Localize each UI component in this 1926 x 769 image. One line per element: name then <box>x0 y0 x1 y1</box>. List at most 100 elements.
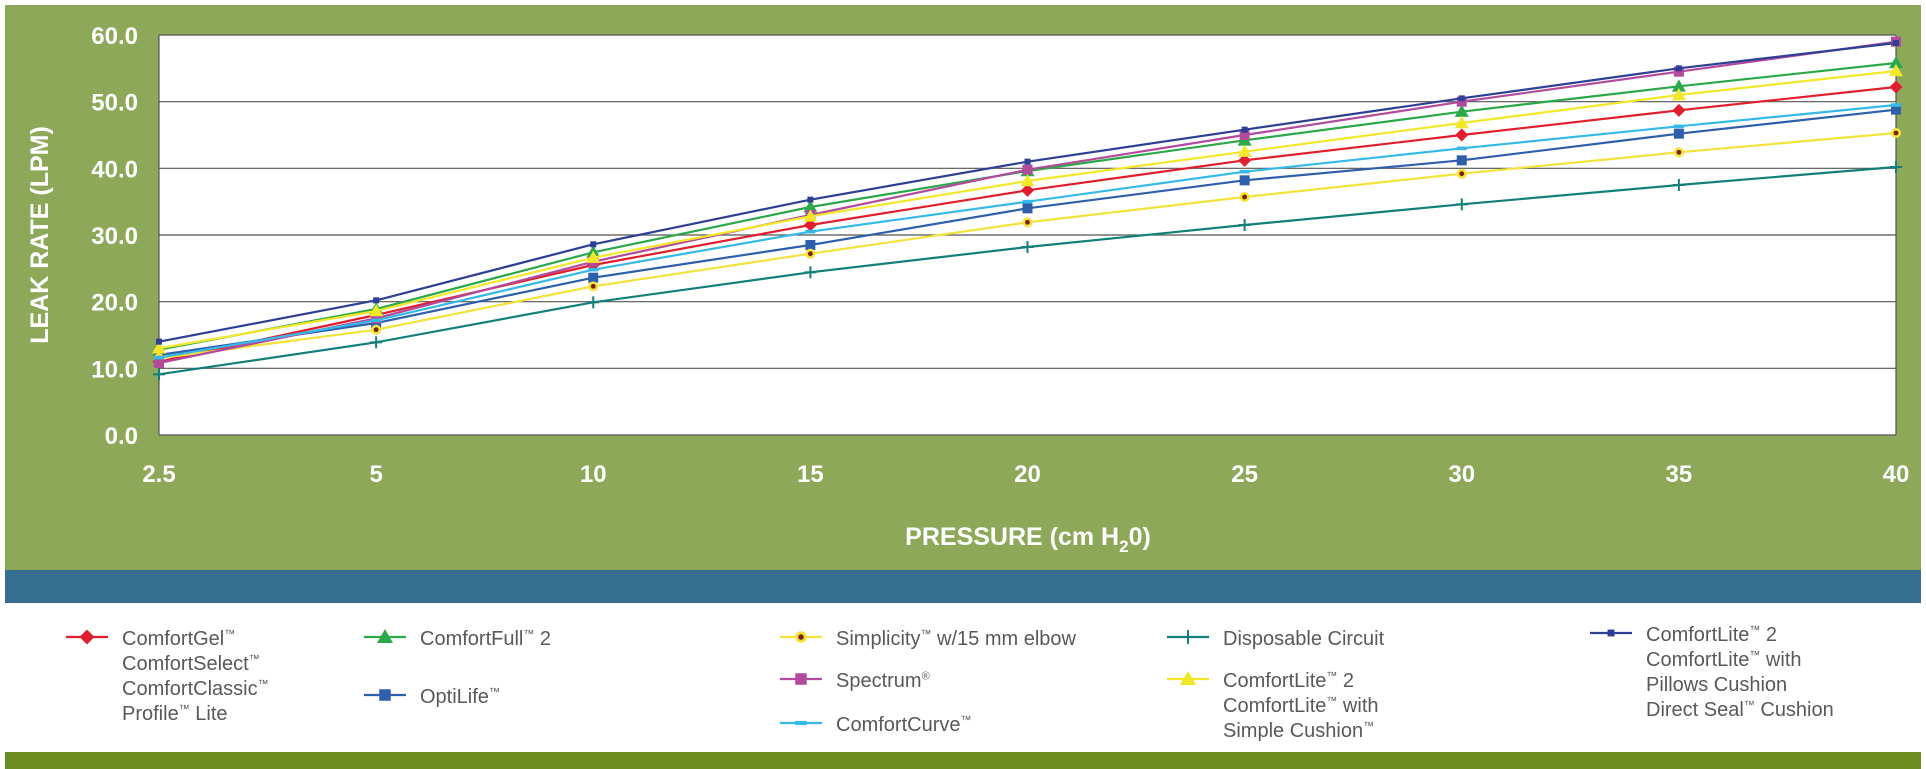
data-point <box>1238 153 1252 167</box>
data-point <box>156 338 162 345</box>
trademark-mark: ™ <box>248 653 260 666</box>
series-lines <box>152 36 1903 381</box>
y-tick-label: 0.0 <box>105 423 138 450</box>
data-point <box>370 336 383 349</box>
legend-text: w/15 mm elbow <box>931 628 1076 650</box>
data-point <box>1022 217 1033 228</box>
legend-text: with <box>1337 695 1379 717</box>
data-point <box>1022 199 1033 204</box>
x-tick-label: 20 <box>1014 461 1041 488</box>
data-point <box>1889 64 1903 77</box>
legend: ComfortGel™ ComfortSelect™ ComfortClassic™… <box>0 603 1926 752</box>
data-point <box>588 267 599 272</box>
data-point <box>1454 116 1469 129</box>
y-tick-label: 60.0 <box>91 23 138 50</box>
legend-swatch <box>1167 670 1209 686</box>
y-tick-label: 30.0 <box>91 223 138 250</box>
legend-swatch <box>1590 629 1632 637</box>
data-point <box>371 313 382 324</box>
trademark-mark: ™ <box>1743 699 1755 712</box>
x-tick-label: 25 <box>1231 461 1258 488</box>
data-point <box>1607 629 1615 637</box>
data-point <box>1237 144 1252 157</box>
data-point <box>379 689 391 701</box>
x-tick-label: 30 <box>1448 461 1475 488</box>
data-point <box>1889 56 1903 69</box>
trademark-mark: ™ <box>1749 649 1761 662</box>
legend-label: ComfortCurve™ <box>836 713 971 738</box>
legend-item-curve: ComfortCurve™ <box>778 713 971 738</box>
legend-label-line: ComfortGel™ <box>122 627 269 652</box>
legend-text: ComfortClassic <box>122 678 258 700</box>
legend-label-line: ComfortLite™ 2 <box>1646 623 1834 648</box>
x-tick-label: 40 <box>1883 461 1910 488</box>
data-point <box>1889 80 1903 94</box>
legend-label-line: ComfortLite™ 2 <box>1223 669 1379 694</box>
x-tick-label: 35 <box>1666 461 1693 488</box>
legend-text: 2 <box>1760 624 1778 646</box>
legend-text: 2 <box>534 628 552 650</box>
legend-item-simplicity: Simplicity™ w/15 mm elbow <box>778 627 1076 652</box>
legend-label-line: ComfortCurve™ <box>836 713 971 738</box>
legend-item-optilife: OptiLife™ <box>362 685 500 710</box>
legend-item-gel: ComfortGel™ ComfortSelect™ ComfortClassic™… <box>64 627 269 727</box>
data-point <box>1673 124 1684 129</box>
data-point <box>1891 104 1901 115</box>
trademark-mark: ™ <box>257 678 269 691</box>
legend-swatch <box>780 673 822 685</box>
data-point <box>1673 147 1684 158</box>
trademark-mark: ™ <box>178 703 190 716</box>
legend-text: Profile <box>122 703 179 725</box>
data-point <box>1454 104 1469 117</box>
legend-text: ComfortCurve <box>836 714 961 736</box>
data-point <box>1239 192 1250 202</box>
data-point <box>586 250 601 263</box>
data-point <box>376 628 394 644</box>
legend-text: Direct Seal <box>1646 699 1744 721</box>
data-point <box>588 281 599 292</box>
legend-item-lite_pillows: ComfortLite™ 2 ComfortLite™ with Pillows C… <box>1588 623 1834 723</box>
legend-label-line: Simple Cushion™ <box>1223 719 1379 744</box>
x-axis-label: PRESSURE (cm H20) <box>905 523 1151 556</box>
legend-label: ComfortLite™ 2 ComfortLite™ with Pillows C… <box>1646 623 1834 723</box>
data-point <box>1455 128 1469 142</box>
legend-label-line: ComfortLite™ with <box>1646 648 1834 673</box>
legend-text: ComfortSelect <box>122 653 249 675</box>
legend-text: Lite <box>189 703 228 725</box>
footer-band <box>5 752 1921 769</box>
x-tick-label: 5 <box>369 461 382 488</box>
series-lite_simple <box>152 64 1903 354</box>
data-point <box>1891 103 1901 107</box>
legend-text: Simplicity <box>836 628 921 650</box>
data-point <box>1891 128 1901 138</box>
data-point <box>1671 88 1686 101</box>
legend-label-line: ComfortFull™ 2 <box>420 627 551 652</box>
data-point <box>804 266 817 279</box>
data-point <box>153 368 165 381</box>
data-point <box>154 358 164 368</box>
legend-swatch <box>1167 630 1209 644</box>
data-point <box>154 355 164 360</box>
series-simplicity <box>154 128 1901 364</box>
legend-label-line: ComfortClassic™ <box>122 677 269 702</box>
legend-text: with <box>1760 649 1802 671</box>
data-point <box>1456 155 1467 166</box>
data-point <box>373 297 380 304</box>
series-disposable <box>153 161 1902 381</box>
data-point <box>1181 630 1195 644</box>
legend-text: Spectrum <box>836 670 922 692</box>
legend-text: Cushion <box>1754 699 1834 721</box>
legend-item-lite_simple: ComfortLite™ 2 ComfortLite ™ with Simple Cu… <box>1165 669 1379 744</box>
data-point <box>1458 95 1465 102</box>
data-point <box>803 209 818 222</box>
legend-text: ComfortLite <box>1223 670 1327 692</box>
data-point <box>1893 40 1899 46</box>
legend-text: ComfortLite <box>1223 695 1327 717</box>
trademark-mark: ™ <box>1363 720 1375 733</box>
data-point <box>1239 130 1250 140</box>
x-axis-label-end: 0) <box>1129 523 1151 551</box>
legend-swatch <box>364 628 406 644</box>
legend-item-full2: ComfortFull™ 2 <box>362 627 551 652</box>
trademark-mark: ™ <box>523 628 535 641</box>
x-axis-label-main: PRESSURE (cm H <box>905 523 1119 551</box>
